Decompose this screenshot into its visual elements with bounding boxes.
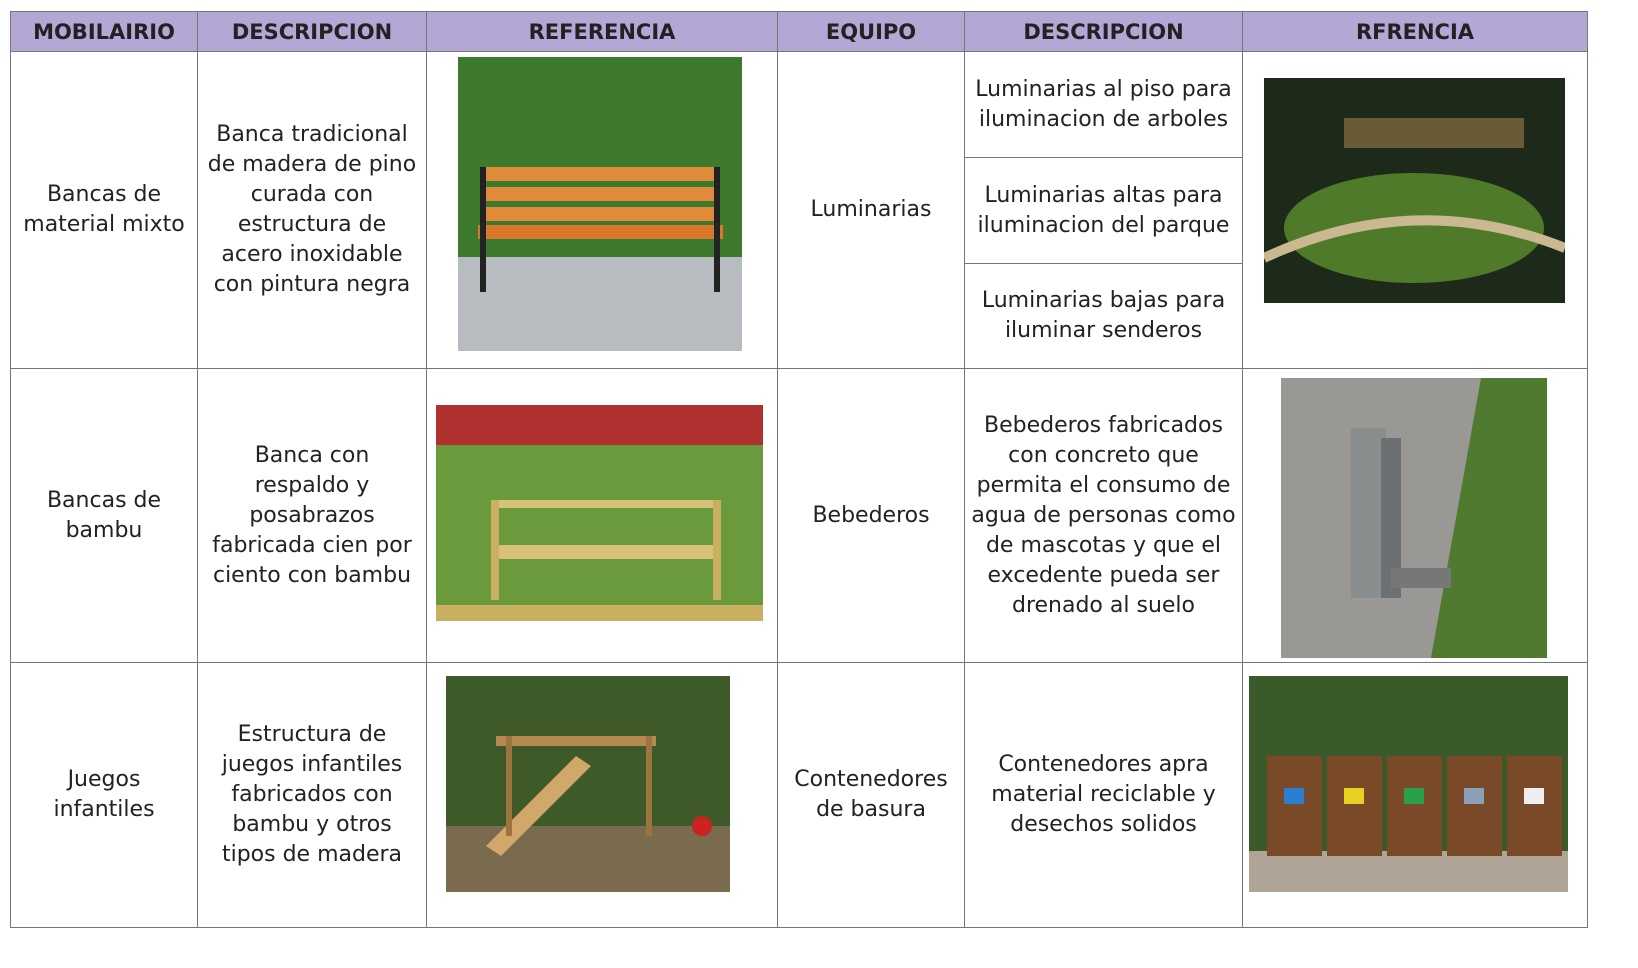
fountain-photo <box>1281 378 1547 658</box>
header-cell: REFERENCIA <box>427 11 778 52</box>
header-cell: DESCRIPCION <box>198 11 427 52</box>
cell <box>427 663 778 928</box>
cell: Bebederos fabricados con concreto que pe… <box>965 369 1243 663</box>
playground-photo <box>446 676 730 892</box>
lights-photo <box>1264 78 1565 303</box>
header-cell: EQUIPO <box>778 11 965 52</box>
header-cell: MOBILAIRIO <box>10 11 198 52</box>
cell: Estructura de juegos infantiles fabricad… <box>198 663 427 928</box>
cell <box>1243 663 1588 928</box>
cell: Banca con respaldo y posabrazos fabricad… <box>198 369 427 663</box>
cell <box>427 369 778 663</box>
cell: Juegos infantiles <box>10 663 198 928</box>
cell: Contenedores apra material reciclable y … <box>965 663 1243 928</box>
cell <box>1243 52 1588 369</box>
cell <box>1243 369 1588 663</box>
cell: Luminarias al piso para iluminacion de a… <box>965 52 1243 158</box>
cell: Contenedores de basura <box>778 663 965 928</box>
bamboo-bench-photo <box>436 405 763 621</box>
bench-photo <box>458 57 742 351</box>
cell: Bebederos <box>778 369 965 663</box>
cell: Luminarias <box>778 52 965 369</box>
cell: Luminarias altas para iluminacion del pa… <box>965 158 1243 264</box>
header-cell: DESCRIPCION <box>965 11 1243 52</box>
header-cell: RFRENCIA <box>1243 11 1588 52</box>
cell <box>427 52 778 369</box>
cell: Bancas de bambu <box>10 369 198 663</box>
cell: Bancas de material mixto <box>10 52 198 369</box>
cell: Luminarias bajas para iluminar senderos <box>965 264 1243 369</box>
bins-photo <box>1249 676 1568 892</box>
cell: Banca tradicional de madera de pino cura… <box>198 52 427 369</box>
